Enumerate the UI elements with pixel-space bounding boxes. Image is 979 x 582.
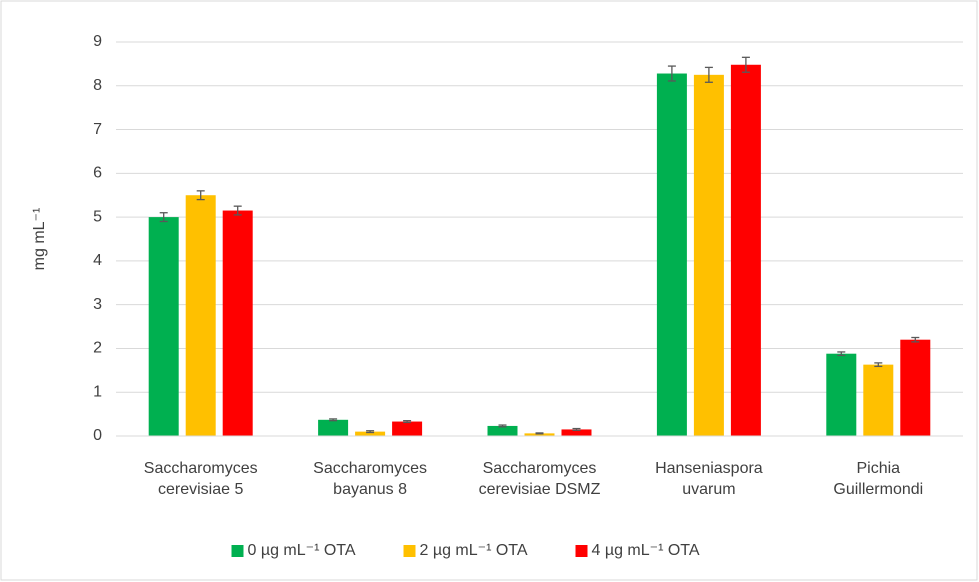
x-tick-label: Hanseniaspora uvarum xyxy=(655,460,763,498)
error-bar xyxy=(196,190,205,201)
x-tick-label: Saccharomyces cerevisiae 5 xyxy=(143,460,258,498)
bar xyxy=(355,431,386,436)
error-bar xyxy=(366,430,375,434)
error-bar xyxy=(159,212,168,223)
error-bar xyxy=(874,362,883,368)
error-bar xyxy=(911,336,920,343)
bar xyxy=(148,217,179,436)
error-bar xyxy=(403,420,412,424)
y-tick-label: 2 xyxy=(93,340,102,357)
error-bar xyxy=(704,66,713,83)
error-bar xyxy=(667,65,676,82)
bar xyxy=(730,64,761,437)
error-bar xyxy=(741,56,750,73)
x-tick-label: Saccharomyces bayanus 8 xyxy=(313,460,427,498)
bar xyxy=(693,74,724,436)
bar xyxy=(863,364,894,436)
legend-swatch xyxy=(231,545,244,557)
y-tick-label: 0 xyxy=(93,427,102,444)
legend-label: 2 µg mL⁻¹ OTA xyxy=(420,542,528,559)
bar xyxy=(222,210,253,436)
y-tick-label: 6 xyxy=(93,165,102,182)
legend-label: 0 µg mL⁻¹ OTA xyxy=(248,542,356,559)
error-bar xyxy=(498,424,507,428)
legend-swatch xyxy=(575,545,588,557)
y-tick-label: 5 xyxy=(93,208,102,225)
bar xyxy=(900,339,931,436)
y-axis-label: mg mL⁻¹ xyxy=(31,208,48,271)
bar xyxy=(318,419,349,436)
error-bar xyxy=(233,205,242,216)
y-tick-label: 1 xyxy=(93,383,102,400)
legend-label: 4 µg mL⁻¹ OTA xyxy=(592,542,700,559)
y-tick-label: 3 xyxy=(93,296,102,313)
bar xyxy=(561,429,592,436)
bar xyxy=(185,195,216,436)
legend-swatch xyxy=(403,545,416,557)
error-bar xyxy=(837,351,846,357)
bar xyxy=(524,433,555,436)
x-tick-label: Saccharomyces cerevisiae DSMZ xyxy=(478,460,601,498)
error-bar xyxy=(572,427,581,431)
bar xyxy=(656,73,687,437)
error-bar xyxy=(329,418,338,422)
bar xyxy=(826,353,857,436)
x-tick-label: Pichia Guillermondi xyxy=(833,460,924,498)
y-tick-label: 4 xyxy=(93,252,102,269)
y-tick-label: 7 xyxy=(93,121,102,138)
bar xyxy=(392,421,423,436)
error-bar xyxy=(535,432,544,435)
y-tick-label: 9 xyxy=(93,33,102,50)
bar xyxy=(487,425,518,436)
y-tick-label: 8 xyxy=(93,77,102,94)
